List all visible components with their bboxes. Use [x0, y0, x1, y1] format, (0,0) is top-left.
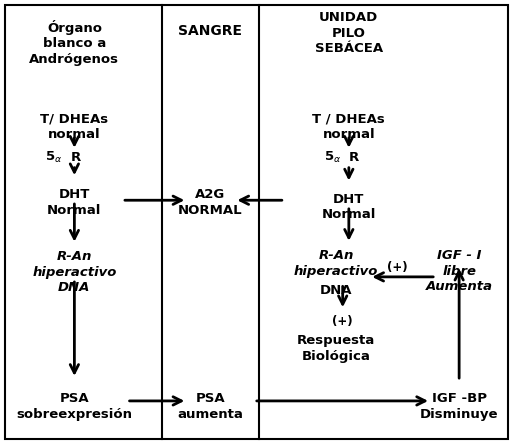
- Text: DNA: DNA: [320, 284, 352, 296]
- Text: Órgano
blanco a
Andrógenos: Órgano blanco a Andrógenos: [29, 20, 120, 66]
- Text: (+): (+): [332, 315, 353, 327]
- Text: $\mathbf{R}$: $\mathbf{R}$: [348, 151, 360, 164]
- Text: PSA
sobreexpresión: PSA sobreexpresión: [16, 392, 132, 420]
- Text: IGF -BP
Disminuye: IGF -BP Disminuye: [420, 392, 499, 420]
- Text: SANGRE: SANGRE: [179, 24, 242, 39]
- Text: DHT
Normal: DHT Normal: [322, 193, 376, 221]
- Text: R-An
hiperactivo: R-An hiperactivo: [294, 249, 378, 278]
- Text: $\mathbf{R}$: $\mathbf{R}$: [70, 151, 82, 164]
- FancyBboxPatch shape: [5, 5, 508, 439]
- Text: A2G
NORMAL: A2G NORMAL: [178, 188, 243, 217]
- Text: R-An
hiperactivo
DNA: R-An hiperactivo DNA: [32, 250, 116, 294]
- Text: (+): (+): [387, 261, 408, 274]
- Text: T/ DHEAs
normal: T/ DHEAs normal: [41, 113, 108, 141]
- Text: $\mathbf{5}_{\alpha}$: $\mathbf{5}_{\alpha}$: [45, 150, 63, 165]
- Text: PSA
aumenta: PSA aumenta: [177, 392, 243, 420]
- Text: T / DHEAs
normal: T / DHEAs normal: [312, 113, 385, 141]
- Text: Respuesta
Biológica: Respuesta Biológica: [297, 334, 375, 363]
- Text: UNIDAD
PILO
SEBÁCEA: UNIDAD PILO SEBÁCEA: [315, 11, 383, 55]
- Text: IGF - I
libre
Aumenta: IGF - I libre Aumenta: [426, 249, 492, 293]
- Text: $\mathbf{5}_{\alpha}$: $\mathbf{5}_{\alpha}$: [324, 150, 341, 165]
- Text: DHT
Normal: DHT Normal: [47, 188, 102, 217]
